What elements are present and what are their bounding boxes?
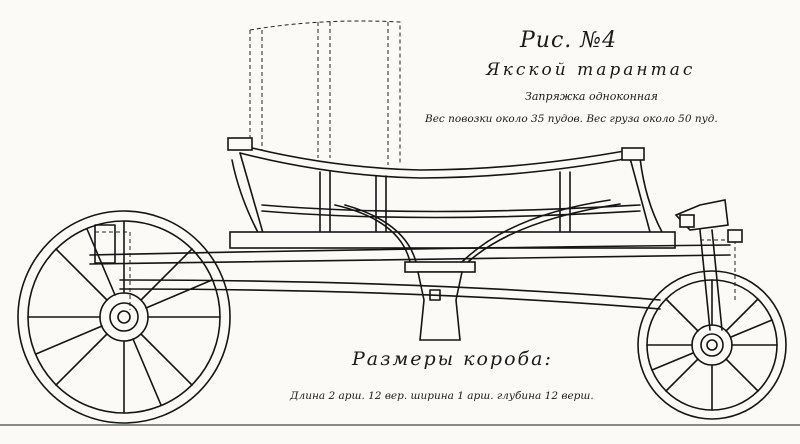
dimensions-text: Длина 2 арш. 12 вер. ширина 1 арш. глуби… <box>290 390 594 402</box>
carriage-body <box>227 137 676 263</box>
front-wheel <box>17 210 231 424</box>
figure-title: Рис. №4 <box>520 28 618 53</box>
weight-note: Вес повозки около 35 пудов. Вес груза ок… <box>425 113 718 125</box>
dimensions-title: Размеры короба: <box>352 348 553 370</box>
harness-note: Запряжка одноконная <box>525 90 658 103</box>
pedestal <box>404 261 476 341</box>
rear-wheel <box>637 270 787 420</box>
chassis-perch <box>89 199 743 331</box>
vehicle-name: Якской тарантас <box>486 60 696 80</box>
dashed-canopy <box>249 20 401 165</box>
